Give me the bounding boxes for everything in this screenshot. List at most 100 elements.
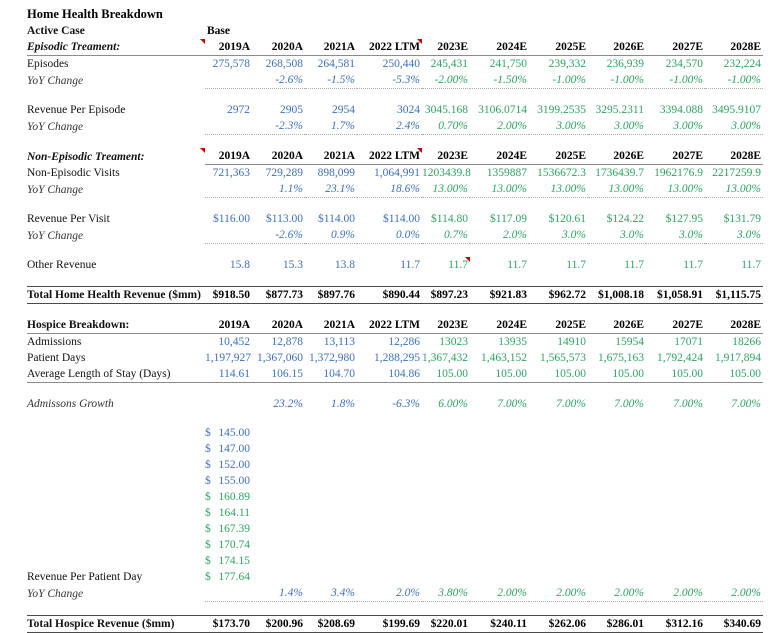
cell-non-episodic-visits-2020A[interactable]: 729,289 <box>265 167 303 179</box>
cell-non-episodic-visits-2026E[interactable]: 1736439.7 <box>595 167 644 179</box>
cell-revenue-per-episode-yoy-2028E[interactable]: 3.00% <box>705 118 763 135</box>
cell-revenue-per-visit-2024E[interactable]: $117.09 <box>490 213 527 225</box>
label-revenue-per-visit[interactable]: Revenue Per Visit <box>27 213 110 225</box>
cell-episodes-yoy-2027E[interactable]: -1.00% <box>646 72 705 89</box>
cell-revenue-per-episode-2024E[interactable]: 3106.0714 <box>478 104 527 116</box>
label-episodes-yoy[interactable]: YoY Change <box>27 74 84 87</box>
cell-revenue-per-visit-2027E[interactable]: $127.95 <box>665 213 703 225</box>
cell-revenue-per-episode-yoy-2025E[interactable]: 3.00% <box>529 118 588 135</box>
label-admissions-growth[interactable]: Admissons Growth <box>27 398 114 410</box>
cell-revenue-per-patient-day-2019A[interactable]: $145.00 <box>205 425 252 441</box>
cell-revenue-per-visit-yoy-2024E[interactable]: 2.0% <box>470 227 529 244</box>
cell-revenue-per-patient-day-2022LTM[interactable]: $155.00 <box>205 473 252 489</box>
cell-patient-days-2021A[interactable]: 1,372,980 <box>309 352 355 364</box>
cell-admissions-2025E[interactable]: 14910 <box>557 336 586 348</box>
cell-revenue-per-patient-day-yoy-2019A[interactable] <box>205 585 252 602</box>
cell-revenue-per-patient-day-2028E[interactable]: $177.64 <box>205 569 252 585</box>
cell-non-episodic-visits-2024E[interactable]: 1359887 <box>486 167 527 179</box>
cell-patient-days-2027E[interactable]: 1,792,424 <box>657 352 703 364</box>
cell-non-episodic-header-2022LTM[interactable]: 2022 LTM <box>357 148 422 165</box>
cell-admissions-growth-2023E[interactable]: 6.00% <box>438 398 468 410</box>
cell-other-revenue-2026E[interactable]: 11.7 <box>624 259 644 271</box>
cell-episodes-yoy-2028E[interactable]: -1.00% <box>705 72 763 89</box>
cell-episodic-header-2026E[interactable]: 2026E <box>588 39 646 56</box>
cell-non-episodic-visits-yoy-2027E[interactable]: 13.00% <box>646 181 705 198</box>
cell-revenue-per-visit-2028E[interactable]: $131.79 <box>723 213 761 225</box>
cell-episodes-2021A[interactable]: 264,581 <box>317 58 355 70</box>
cell-admissions-2026E[interactable]: 15954 <box>615 336 644 348</box>
cell-total-hospice-revenue-2028E[interactable]: $340.69 <box>705 615 763 633</box>
cell-admissions-growth-2019A[interactable] <box>205 396 252 412</box>
cell-non-episodic-header-2025E[interactable]: 2025E <box>529 148 588 165</box>
cell-hospice-header-2019A[interactable]: 2019A <box>205 317 252 334</box>
cell-episodic-header-2024E[interactable]: 2024E <box>470 39 529 56</box>
cell-revenue-per-episode-2019A[interactable]: 2972 <box>227 104 250 116</box>
cell-episodes-2024E[interactable]: 241,750 <box>489 58 527 70</box>
cell-revenue-per-visit-2022LTM[interactable]: $114.00 <box>383 213 420 225</box>
cell-revenue-per-episode-2028E[interactable]: 3495.9107 <box>712 104 761 116</box>
cell-non-episodic-visits-yoy-2021A[interactable]: 23.1% <box>305 181 357 198</box>
cell-revenue-per-visit-yoy-2028E[interactable]: 3.0% <box>705 227 763 244</box>
cell-total-hospice-revenue-2020A[interactable]: $200.96 <box>252 615 305 633</box>
cell-hospice-header-2021A[interactable]: 2021A <box>305 317 357 334</box>
cell-other-revenue-2020A[interactable]: 15.3 <box>282 259 303 271</box>
cell-total-home-health-revenue-2023E[interactable]: $897.23 <box>422 286 470 304</box>
label-total-home-health-revenue[interactable]: Total Home Health Revenue ($mm) <box>27 286 205 304</box>
cell-non-episodic-visits-yoy-2028E[interactable]: 13.00% <box>705 181 763 198</box>
cell-revenue-per-visit-yoy-2026E[interactable]: 3.0% <box>588 227 646 244</box>
cell-hospice-header-2025E[interactable]: 2025E <box>529 317 588 334</box>
cell-other-revenue-2023E[interactable]: 11.7 <box>448 257 470 271</box>
cell-patient-days-2020A[interactable]: 1,367,060 <box>257 352 303 364</box>
cell-episodic-header-2022LTM[interactable]: 2022 LTM <box>357 39 422 56</box>
cell-revenue-per-episode-yoy-2027E[interactable]: 3.00% <box>646 118 705 135</box>
cell-admissions-growth-2020A[interactable]: 23.2% <box>273 398 303 410</box>
cell-patient-days-2019A[interactable]: 1,197,927 <box>205 352 251 364</box>
cell-total-home-health-revenue-2019A[interactable]: $918.50 <box>205 286 252 304</box>
cell-episodes-2020A[interactable]: 268,508 <box>265 58 303 70</box>
cell-revenue-per-episode-yoy-2023E[interactable]: 0.70% <box>422 118 470 135</box>
cell-revenue-per-patient-day-2024E[interactable]: $164.11 <box>205 505 252 521</box>
cell-revenue-per-visit-yoy-2025E[interactable]: 3.0% <box>529 227 588 244</box>
cell-revenue-per-episode-yoy-2021A[interactable]: 1.7% <box>305 118 357 135</box>
cell-active-case-2025E[interactable] <box>529 23 588 39</box>
label-other-revenue[interactable]: Other Revenue <box>27 259 97 271</box>
label-total-hospice-revenue[interactable]: Total Hospice Revenue ($mm) <box>27 615 205 633</box>
cell-hospice-header-2022LTM[interactable]: 2022 LTM <box>357 317 422 334</box>
cell-revenue-per-patient-day-2027E[interactable]: $174.15 <box>205 553 252 569</box>
cell-non-episodic-header-2021A[interactable]: 2021A <box>305 148 357 165</box>
cell-admissions-2028E[interactable]: 18266 <box>732 336 761 348</box>
cell-non-episodic-visits-2021A[interactable]: 898,099 <box>317 167 355 179</box>
cell-total-hospice-revenue-2021A[interactable]: $208.69 <box>305 615 357 633</box>
cell-avg-length-of-stay-2025E[interactable]: 105.00 <box>529 366 588 383</box>
cell-patient-days-2024E[interactable]: 1,463,152 <box>481 352 527 364</box>
cell-non-episodic-header-2020A[interactable]: 2020A <box>252 148 305 165</box>
cell-revenue-per-visit-yoy-2019A[interactable] <box>205 227 252 244</box>
cell-episodic-header-2020A[interactable]: 2020A <box>252 39 305 56</box>
cell-revenue-per-patient-day-yoy-2025E[interactable]: 2.00% <box>529 585 588 602</box>
cell-episodes-2027E[interactable]: 234,570 <box>665 58 703 70</box>
label-non-episodic-header[interactable]: Non-Episodic Treament: <box>27 148 205 165</box>
cell-episodes-yoy-2025E[interactable]: -1.00% <box>529 72 588 89</box>
cell-total-home-health-revenue-2028E[interactable]: $1,115.75 <box>705 286 763 304</box>
cell-active-case-2028E[interactable] <box>705 23 763 39</box>
cell-episodes-yoy-2020A[interactable]: -2.6% <box>252 72 305 89</box>
cell-total-hospice-revenue-2023E[interactable]: $220.01 <box>422 615 470 633</box>
cell-revenue-per-patient-day-2025E[interactable]: $167.39 <box>205 521 252 537</box>
cell-revenue-per-visit-yoy-2027E[interactable]: 3.0% <box>646 227 705 244</box>
cell-revenue-per-visit-2025E[interactable]: $120.61 <box>548 213 586 225</box>
cell-admissions-2020A[interactable]: 12,878 <box>271 336 303 348</box>
cell-episodes-yoy-2024E[interactable]: -1.50% <box>470 72 529 89</box>
cell-revenue-per-episode-yoy-2026E[interactable]: 3.00% <box>588 118 646 135</box>
cell-non-episodic-header-2026E[interactable]: 2026E <box>588 148 646 165</box>
cell-total-home-health-revenue-2026E[interactable]: $1,008.18 <box>588 286 646 304</box>
cell-total-home-health-revenue-2025E[interactable]: $962.72 <box>529 286 588 304</box>
cell-revenue-per-episode-2023E[interactable]: 3045.168 <box>424 104 468 116</box>
cell-episodes-2022LTM[interactable]: 250,440 <box>382 58 420 70</box>
label-hospice-header[interactable]: Hospice Breakdown: <box>27 317 205 334</box>
cell-revenue-per-visit-yoy-2020A[interactable]: -2.6% <box>252 227 305 244</box>
cell-episodes-2028E[interactable]: 232,224 <box>723 58 761 70</box>
cell-revenue-per-patient-day-yoy-2026E[interactable]: 2.00% <box>588 585 646 602</box>
cell-avg-length-of-stay-2020A[interactable]: 106.15 <box>252 366 305 383</box>
cell-revenue-per-episode-2026E[interactable]: 3295.2311 <box>595 104 644 116</box>
cell-revenue-per-visit-2020A[interactable]: $113.00 <box>266 213 303 225</box>
